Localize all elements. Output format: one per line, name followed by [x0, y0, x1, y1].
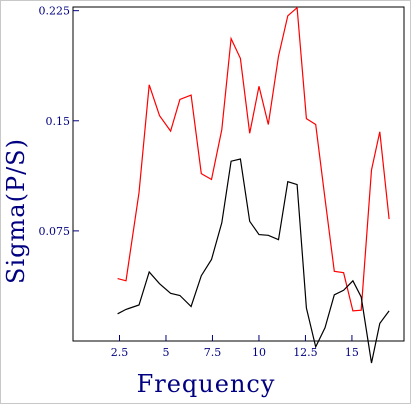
- plot-frame: [72, 6, 405, 342]
- series-line-0: [117, 6, 390, 312]
- x-tick-label-3: 10: [252, 346, 266, 359]
- series-lines: [117, 6, 390, 364]
- tick-marks: 0.075 0.15 0.225 2.5 5 7.5 10 12.5 15: [39, 5, 359, 359]
- x-tick-label-0: 2.5: [111, 346, 129, 359]
- y-tick-label-2: 0.225: [39, 5, 71, 18]
- y-axis-title: Sigma(P/S): [2, 138, 30, 284]
- series-line-1: [117, 158, 390, 364]
- y-tick-label-1: 0.15: [46, 115, 71, 128]
- x-tick-label-2: 7.5: [204, 346, 222, 359]
- y-tick-label-0: 0.075: [39, 225, 71, 238]
- x-tick-label-4: 12.5: [293, 346, 318, 359]
- x-axis-title: Frequency: [137, 370, 276, 398]
- x-tick-label-1: 5: [162, 346, 169, 359]
- x-tick-label-5: 15: [345, 346, 359, 359]
